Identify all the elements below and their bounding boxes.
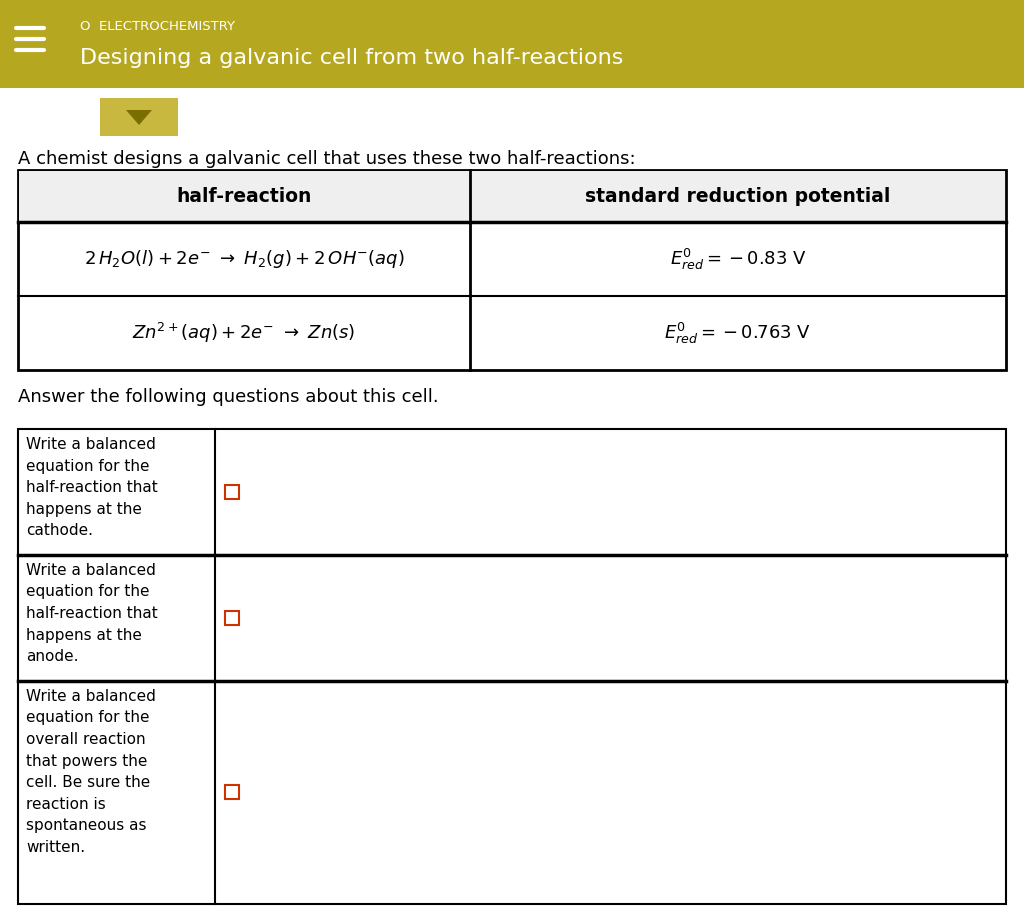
Polygon shape <box>126 110 152 125</box>
Bar <box>18 429 1006 904</box>
Bar <box>225 484 239 499</box>
Text: Write a balanced
equation for the
half-reaction that
happens at the
cathode.: Write a balanced equation for the half-r… <box>26 437 158 538</box>
Text: Write a balanced
equation for the
overall reaction
that powers the
cell. Be sure: Write a balanced equation for the overal… <box>26 689 156 855</box>
Text: Write a balanced
equation for the
half-reaction that
happens at the
anode.: Write a balanced equation for the half-r… <box>26 563 158 664</box>
Text: $E^{0}_{red}=-0.763\rm\ V$: $E^{0}_{red}=-0.763\rm\ V$ <box>665 320 812 345</box>
Bar <box>100 98 178 136</box>
Text: Answer the following questions about this cell.: Answer the following questions about thi… <box>18 388 438 406</box>
Text: standard reduction potential: standard reduction potential <box>586 186 891 205</box>
Bar <box>225 611 239 624</box>
Bar <box>18 170 1006 370</box>
Text: Designing a galvanic cell from two half-reactions: Designing a galvanic cell from two half-… <box>80 48 624 68</box>
Bar <box>0 0 1024 88</box>
Text: half-reaction: half-reaction <box>176 186 311 205</box>
Text: $2\,H_2O(l)+2e^{-}\ \rightarrow\ H_2(g)+2\,OH^{-}(aq)$: $2\,H_2O(l)+2e^{-}\ \rightarrow\ H_2(g)+… <box>84 248 404 270</box>
Text: $Zn^{2+}(aq)+2e^{-}\ \rightarrow\ Zn(s)$: $Zn^{2+}(aq)+2e^{-}\ \rightarrow\ Zn(s)$ <box>132 321 355 345</box>
Text: $E^{0}_{red}=-0.83\rm\ V$: $E^{0}_{red}=-0.83\rm\ V$ <box>670 246 806 272</box>
Text: O  ELECTROCHEMISTRY: O ELECTROCHEMISTRY <box>80 21 234 34</box>
Bar <box>19 171 1005 222</box>
Bar <box>225 785 239 799</box>
Text: A chemist designs a galvanic cell that uses these two half-reactions:: A chemist designs a galvanic cell that u… <box>18 150 636 168</box>
